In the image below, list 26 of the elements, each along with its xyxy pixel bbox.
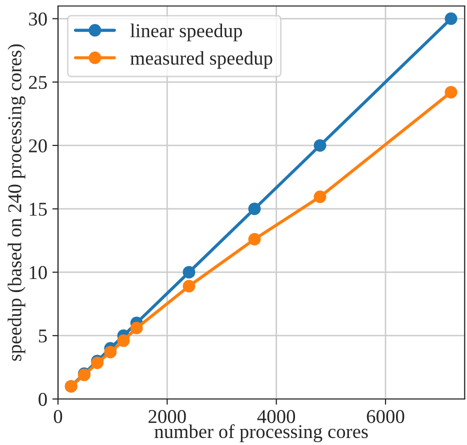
- point: [182, 266, 196, 278]
- point: [444, 12, 458, 25]
- x-tick-label: 6000: [366, 410, 404, 424]
- point: [248, 202, 261, 216]
- x-tick-label: 2000: [148, 410, 186, 424]
- x-tick-label: 0: [54, 410, 62, 424]
- legend-label: linear speedup: [130, 24, 242, 42]
- point: [248, 233, 261, 246]
- y-tick-label: 20: [28, 139, 47, 152]
- y-tick-label: 0: [38, 392, 47, 406]
- point: [117, 334, 130, 347]
- y-tick-label: 5: [38, 330, 47, 343]
- point: [104, 346, 117, 358]
- y-axis-title: speedup (based on 240 processing cores): [8, 44, 26, 361]
- point: [314, 190, 326, 204]
- y-tick-label: 15: [30, 202, 47, 216]
- point: [314, 139, 326, 152]
- y-tick-label: 10: [30, 266, 47, 280]
- point: [182, 280, 196, 292]
- y-tick-label: 30: [29, 12, 47, 26]
- x-axis-title: number of processing cores: [154, 424, 368, 442]
- point: [130, 322, 143, 334]
- y-tick-label: 25: [28, 76, 47, 89]
- x-tick-label: 4000: [257, 410, 296, 424]
- legend-label: measured speedup: [130, 51, 272, 69]
- point: [444, 86, 458, 98]
